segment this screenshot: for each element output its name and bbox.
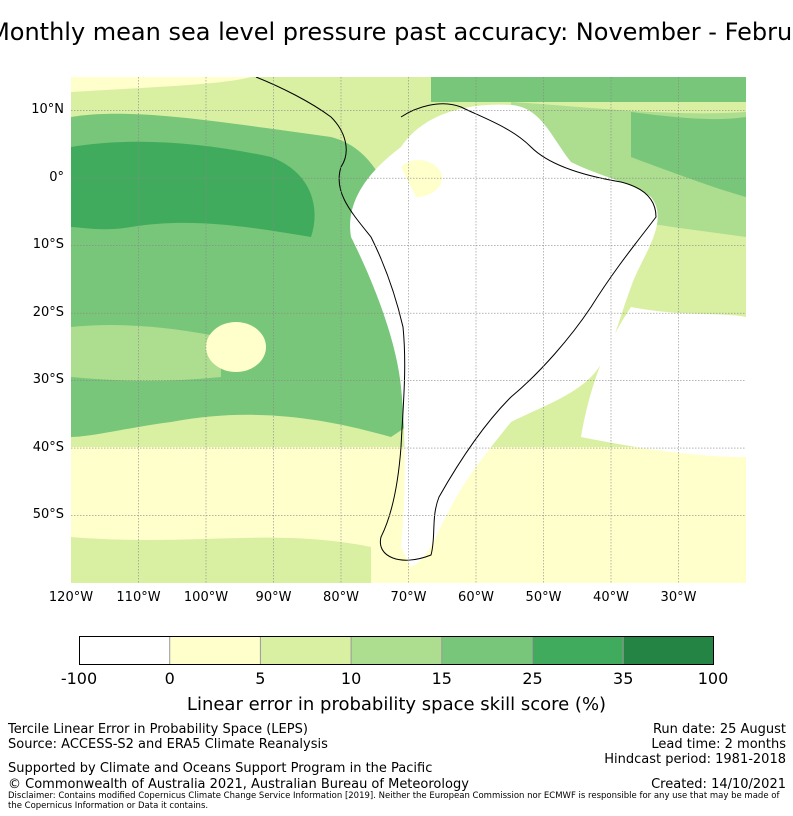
- info-lead-time: Lead time: 2 months: [651, 737, 786, 752]
- colorbar-tick-1: 0: [164, 669, 175, 688]
- colorbar-segment-0: [79, 636, 170, 665]
- colorbar-tick-6: 35: [613, 669, 634, 688]
- colorbar-tick-7: 100: [697, 669, 729, 688]
- tropical-atlantic-patch: [631, 112, 746, 197]
- info-created: Created: 14/10/2021: [651, 777, 786, 792]
- colorbar-tick-2: 5: [255, 669, 266, 688]
- lon-label-70w: 70°W: [390, 590, 427, 605]
- lon-label-120w: 120°W: [48, 590, 94, 605]
- lat-label-10n: 10°N: [31, 102, 64, 117]
- map-gridlines: [71, 77, 746, 583]
- equatorial-pacific-high-skill: [71, 141, 315, 237]
- colorbar-segment-1: [169, 636, 261, 665]
- lon-label-100w: 100°W: [183, 590, 229, 605]
- colorbar-tick-0: -100: [60, 669, 98, 688]
- colorbar-segment-5: [532, 636, 624, 665]
- lon-label-90w: 90°W: [255, 590, 292, 605]
- colorbar-segment-2: [260, 636, 352, 665]
- lat-label-40s: 40°S: [32, 440, 64, 455]
- lon-label-110w: 110°W: [116, 590, 161, 605]
- info-support: Supported by Climate and Oceans Support …: [8, 761, 433, 776]
- info-method: Tercile Linear Error in Probability Spac…: [8, 722, 308, 737]
- lat-label-30s: 30°S: [32, 372, 64, 387]
- colorbar-tick-3: 10: [340, 669, 362, 688]
- colorbar-segment-6: [623, 636, 714, 665]
- info-copyright: © Commonwealth of Australia 2021, Austra…: [8, 777, 469, 792]
- lon-label-30w: 30°W: [660, 590, 697, 605]
- lat-label-20s: 20°S: [32, 305, 64, 320]
- andes-region: [401, 160, 442, 197]
- lat-label-50s: 50°S: [32, 507, 64, 522]
- info-source: Source: ACCESS-S2 and ERA5 Climate Reana…: [8, 737, 328, 752]
- colorbar: [79, 636, 714, 665]
- colorbar-segment-4: [441, 636, 533, 665]
- colorbar-label: Linear error in probability space skill …: [186, 694, 607, 715]
- info-hindcast: Hindcast period: 1981-2018: [604, 752, 786, 767]
- lat-label-0: 0°: [49, 170, 64, 185]
- colorbar-tick-5: 25: [522, 669, 543, 688]
- map-title: Monthly mean sea level pressure past acc…: [0, 18, 793, 46]
- lat-label-10s: 10°S: [32, 237, 64, 252]
- colorbar-segment-3: [351, 636, 442, 665]
- south-pacific-low-skill: [206, 322, 266, 372]
- disclaimer: Disclaimer: Contains modified Copernicus…: [8, 791, 780, 811]
- coastline: [255, 77, 657, 561]
- lon-label-60w: 60°W: [458, 590, 494, 605]
- lon-label-40w: 40°W: [593, 590, 629, 605]
- caribbean-region: [431, 77, 746, 102]
- colorbar-tick-4: 15: [431, 669, 452, 688]
- info-run-date: Run date: 25 August: [652, 722, 786, 737]
- map-panel: [71, 77, 746, 583]
- south-atlantic-low-skill: [581, 307, 746, 457]
- south-pacific-patch: [71, 325, 221, 381]
- southern-ocean-patch: [71, 537, 371, 583]
- lon-label-50w: 50°W: [525, 590, 562, 605]
- lon-label-80w: 80°W: [323, 590, 359, 605]
- south-america-landmass: [350, 104, 658, 568]
- skill-score-map: [71, 77, 746, 583]
